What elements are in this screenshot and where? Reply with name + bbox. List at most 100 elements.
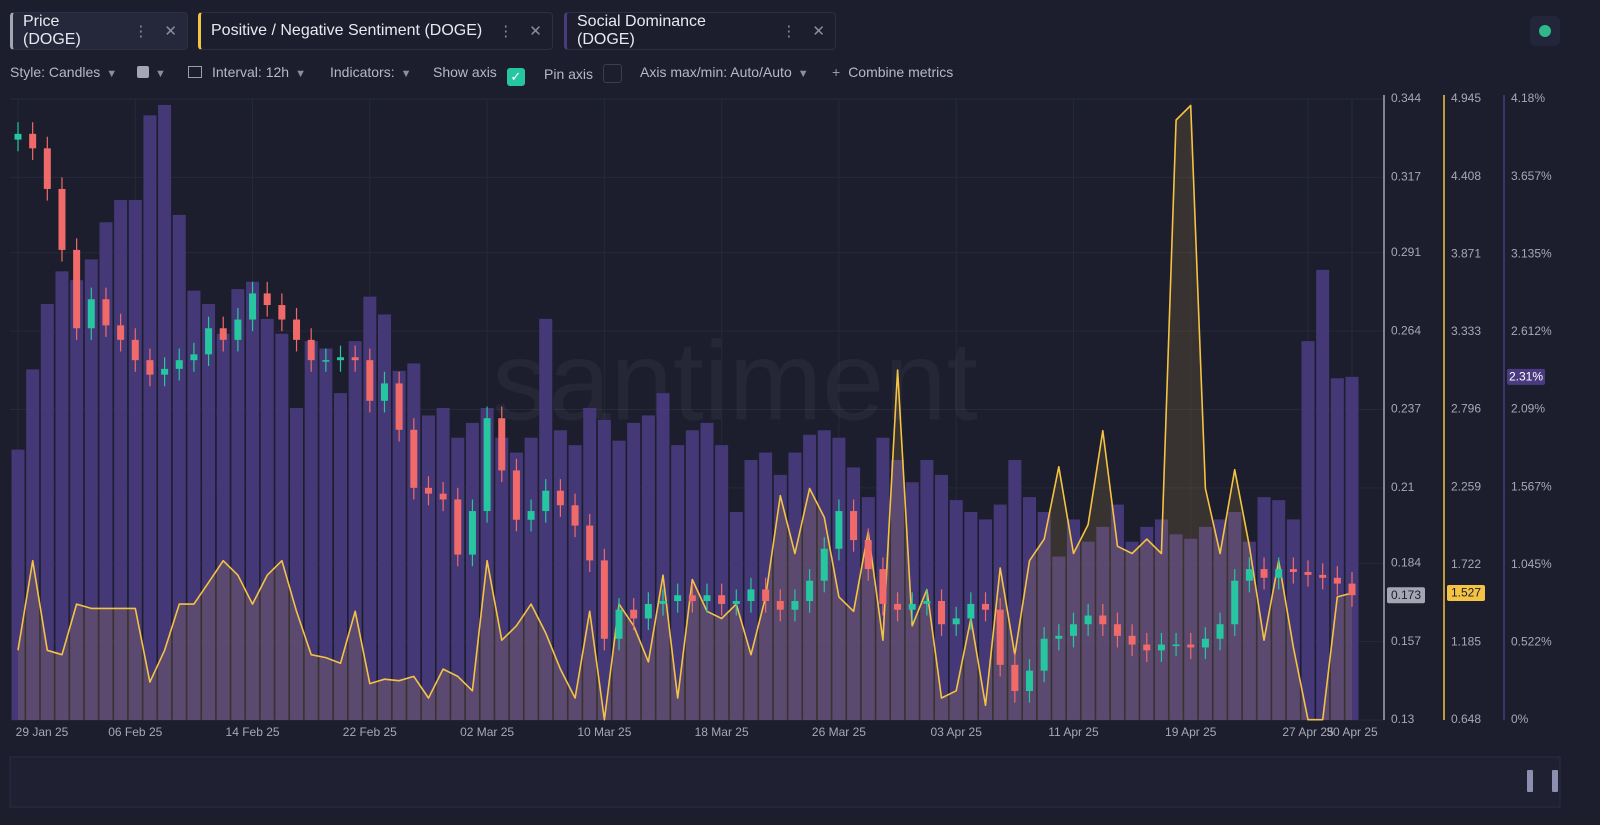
- bar: [1316, 269, 1330, 720]
- candle-body: [952, 618, 960, 625]
- interval-select[interactable]: Interval: 12h ▼: [188, 64, 306, 80]
- candle-body: [14, 133, 22, 140]
- candle-body: [820, 548, 828, 581]
- menu-icon[interactable]: ⋮: [498, 23, 514, 40]
- bar: [319, 348, 333, 720]
- candle-body: [791, 601, 799, 610]
- candle-body: [410, 429, 418, 488]
- value-badge-label: 2.31%: [1509, 369, 1543, 383]
- bar: [524, 437, 538, 720]
- metric-tab[interactable]: Social Dominance (DOGE) ⋮ ✕: [564, 12, 836, 50]
- candle-body: [73, 249, 81, 329]
- candle-body: [938, 601, 946, 625]
- candle-body: [674, 595, 682, 602]
- bar: [465, 422, 479, 720]
- show-axis-toggle[interactable]: Show axis ✓: [433, 64, 525, 86]
- bar: [11, 449, 25, 720]
- metric-tab[interactable]: Positive / Negative Sentiment (DOGE) ⋮ ✕: [198, 12, 553, 50]
- bar: [246, 281, 260, 720]
- toolbar-label: Interval: 12h: [212, 64, 290, 80]
- x-tick-label: 03 Apr 25: [931, 725, 983, 739]
- candle-body: [468, 511, 476, 555]
- bar: [187, 290, 201, 720]
- indicators-select[interactable]: Indicators: ▼: [330, 64, 412, 80]
- close-icon[interactable]: ✕: [164, 23, 177, 40]
- candle-body: [1348, 583, 1356, 596]
- bar: [231, 289, 245, 720]
- bar: [275, 333, 289, 720]
- candle-body: [630, 609, 638, 619]
- tab-label: Positive / Negative Sentiment (DOGE): [211, 22, 483, 39]
- axis-minmax-select[interactable]: Axis max/min: Auto/Auto ▼: [640, 64, 809, 80]
- candle-body: [879, 569, 887, 604]
- bar: [84, 259, 98, 720]
- y-tick-label: 0.13: [1391, 712, 1415, 726]
- plus-icon: +: [832, 64, 841, 80]
- calendar-icon: [188, 66, 202, 78]
- toolbar-label: Indicators:: [330, 64, 395, 80]
- close-icon[interactable]: ✕: [529, 23, 542, 40]
- x-tick-label: 11 Apr 25: [1048, 725, 1099, 739]
- bar: [377, 314, 391, 720]
- combine-metrics-button[interactable]: + Combine metrics: [832, 64, 953, 80]
- candle-body: [1113, 624, 1121, 636]
- candle-body: [161, 368, 169, 375]
- candle-body: [483, 418, 491, 512]
- y-tick-label: 0.157: [1391, 634, 1421, 648]
- candle-body: [424, 487, 432, 494]
- value-badge: [1447, 584, 1485, 601]
- candle-body: [908, 603, 916, 610]
- close-icon[interactable]: ✕: [812, 23, 825, 40]
- candle-body: [1011, 664, 1019, 691]
- candle-body: [571, 505, 579, 526]
- candle-body: [894, 603, 902, 610]
- toolbar-label: Axis max/min: Auto/Auto: [640, 64, 792, 80]
- bar: [715, 445, 729, 720]
- menu-icon[interactable]: ⋮: [781, 23, 797, 40]
- candle-body: [219, 328, 227, 340]
- candle-body: [1143, 644, 1151, 651]
- navigator[interactable]: [9, 756, 1561, 808]
- candle-body: [351, 357, 359, 361]
- bar: [627, 422, 641, 720]
- candle-body: [322, 360, 330, 362]
- bar: [1184, 538, 1198, 720]
- bar: [260, 318, 274, 720]
- metric-tab[interactable]: Price (DOGE) ⋮ ✕: [10, 12, 188, 50]
- color-select[interactable]: ▼: [137, 64, 166, 80]
- candle-body: [102, 299, 110, 326]
- bar: [612, 440, 626, 720]
- navigator-handle[interactable]: [1527, 770, 1533, 792]
- candle-body: [806, 580, 814, 602]
- pin-axis-toggle[interactable]: Pin axis: [544, 64, 623, 83]
- toolbar-label: Show axis: [433, 64, 497, 80]
- candle-body: [703, 595, 711, 602]
- candle-body: [190, 354, 198, 361]
- candle-body: [439, 493, 447, 500]
- bar: [1330, 378, 1344, 720]
- candle-body: [366, 360, 374, 401]
- x-tick-label: 18 Mar 25: [695, 725, 749, 739]
- style-select[interactable]: Style: Candles ▼: [10, 64, 118, 80]
- candle-body: [600, 560, 608, 639]
- status-button[interactable]: [1530, 16, 1560, 46]
- x-tick-label: 29 Jan 25: [16, 725, 69, 739]
- y-tick-label: 0.237: [1391, 402, 1421, 416]
- navigator-handle[interactable]: [1552, 770, 1558, 792]
- candle-body: [380, 383, 388, 401]
- bar: [290, 408, 304, 720]
- candle-body: [307, 339, 315, 361]
- candle-body: [1333, 577, 1341, 584]
- bar: [421, 415, 435, 720]
- candle-body: [747, 589, 755, 602]
- bar: [700, 422, 714, 720]
- y-tick-label: 3.871: [1451, 246, 1481, 260]
- bar: [143, 115, 157, 720]
- bar: [26, 369, 40, 720]
- bar: [891, 460, 905, 720]
- x-tick-label: 27 Apr 25: [1282, 725, 1334, 739]
- bar: [436, 408, 450, 720]
- color-swatch: [137, 66, 149, 78]
- bar: [1301, 341, 1315, 720]
- menu-icon[interactable]: ⋮: [133, 23, 149, 40]
